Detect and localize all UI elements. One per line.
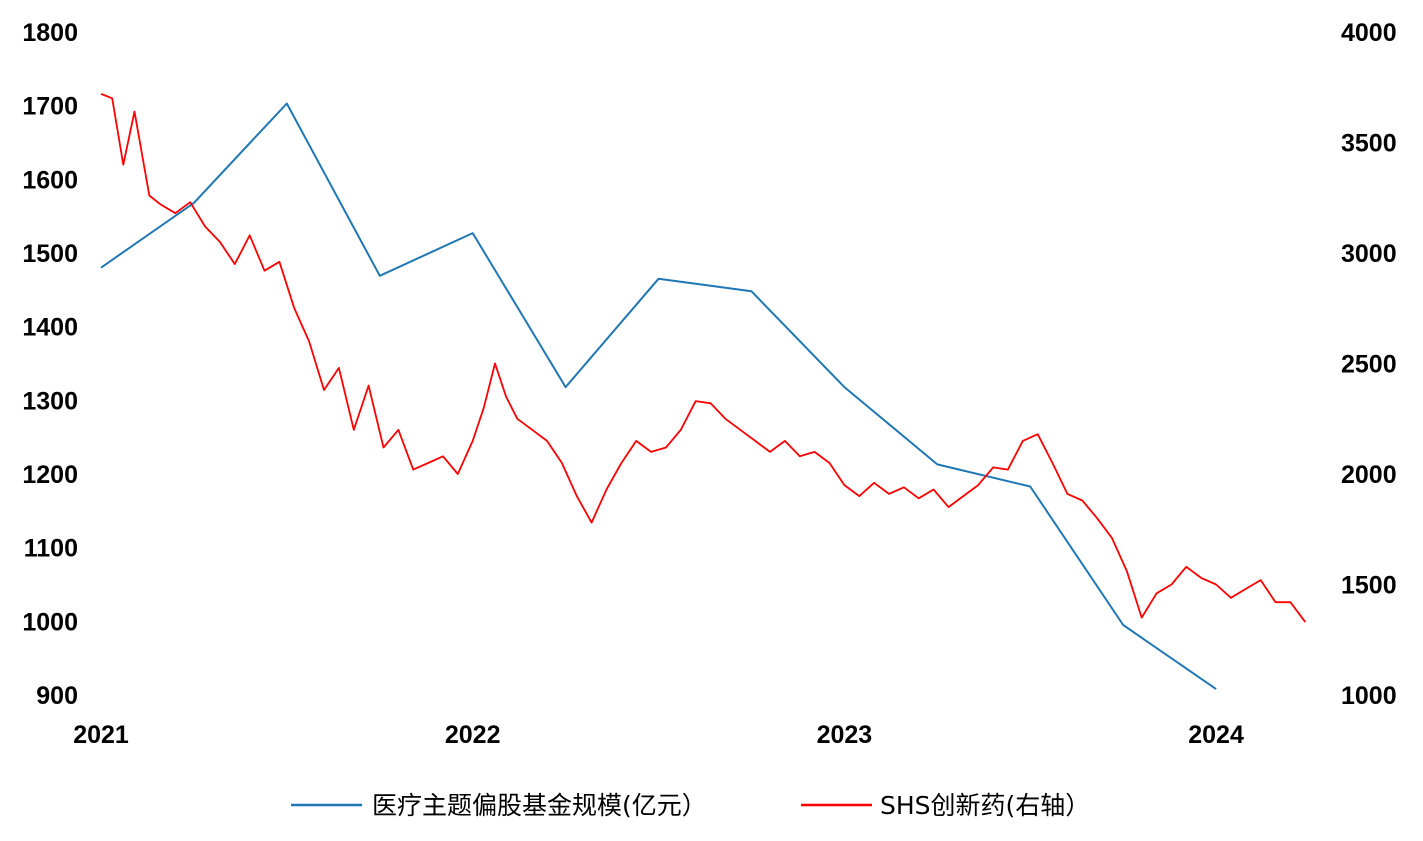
y-left-tick-label: 1700 (22, 93, 78, 121)
y-right-tick-label: 4000 (1341, 19, 1397, 47)
y-left-tick-label: 1800 (22, 19, 78, 47)
x-tick-label: 2022 (445, 721, 501, 749)
y-left-tick-label: 1100 (24, 535, 78, 563)
x-tick-label: 2023 (817, 721, 873, 749)
y-left-tick-label: 1300 (22, 387, 78, 415)
legend-label-fund-size: 医疗主题偏股基金规模(亿元） (372, 791, 707, 820)
y-left-tick-label: 1000 (22, 608, 78, 636)
y-right-tick-label: 1500 (1341, 572, 1397, 600)
legend: 医疗主题偏股基金规模(亿元） SHS创新药(右轴） (291, 791, 1090, 820)
y-right-tick-label: 2000 (1341, 461, 1397, 489)
series-line-fund-size (100, 102, 1217, 690)
y-right-tick-label: 1000 (1341, 682, 1397, 710)
x-tick-label: 2024 (1188, 721, 1244, 749)
series-line-shs-innovative-drug (100, 93, 1307, 623)
plot-area (100, 93, 1307, 690)
y-right-tick-label: 2500 (1341, 351, 1397, 379)
y-left-tick-label: 1400 (22, 314, 78, 342)
legend-label-shs-innovative-drug: SHS创新药(右轴） (880, 791, 1090, 820)
y-right-tick-label: 3500 (1341, 130, 1397, 158)
y-left-tick-label: 1500 (22, 240, 78, 268)
x-axis: 2021 2022 2023 2024 (73, 721, 1244, 749)
x-tick-label: 2021 (73, 721, 129, 749)
y-left-tick-label: 900 (36, 682, 78, 710)
left-axis: 900 1000 1100 1200 1300 1400 1500 1600 1700 1800 (22, 19, 78, 710)
y-right-tick-label: 3000 (1341, 240, 1397, 268)
y-left-tick-label: 1200 (22, 461, 78, 489)
right-axis: 1000 1500 2000 2500 3000 3500 4000 (1341, 19, 1397, 710)
y-left-tick-label: 1600 (22, 166, 78, 194)
